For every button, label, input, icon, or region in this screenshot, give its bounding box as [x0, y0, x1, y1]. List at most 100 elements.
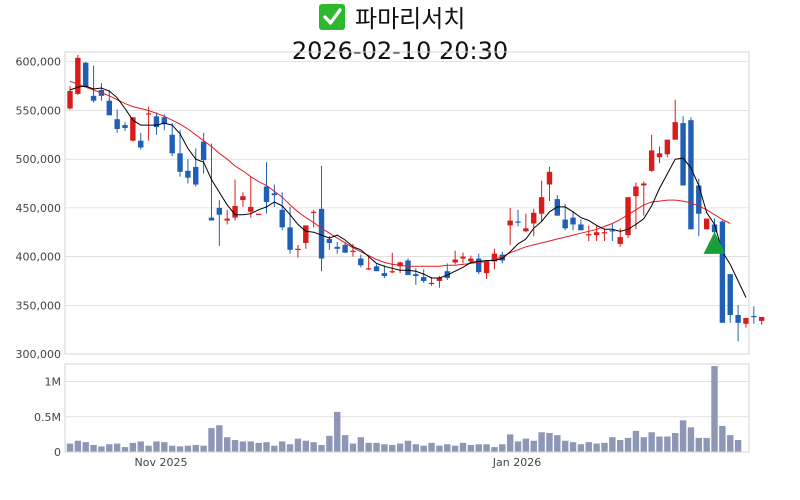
- volume-bar: [341, 435, 349, 452]
- candle-body: [83, 62, 89, 88]
- volume-bar: [357, 437, 365, 452]
- check-mark-icon: [319, 4, 345, 30]
- volume-panel: 1M 0.5M 0: [34, 363, 750, 459]
- volume-bar: [318, 444, 325, 452]
- volume-bars: [66, 366, 742, 452]
- volume-bar: [247, 441, 254, 452]
- volume-bar: [98, 446, 105, 452]
- candle-body: [578, 224, 584, 231]
- candle-body: [719, 221, 726, 323]
- candle-body: [609, 230, 616, 232]
- volume-bar: [326, 435, 333, 452]
- candle-body: [122, 125, 128, 128]
- candle-body: [334, 246, 340, 249]
- candle-body: [751, 316, 757, 318]
- candle-body: [397, 262, 403, 267]
- chart-datetime: 2026-02-10 20:30: [292, 37, 508, 65]
- candle-body: [562, 219, 568, 229]
- candle-body: [279, 209, 285, 228]
- volume-tick-label: 0.5M: [34, 411, 61, 424]
- volume-bar: [554, 435, 561, 452]
- volume-bar: [216, 425, 223, 452]
- volume-bar: [585, 442, 592, 452]
- candle-body: [389, 271, 395, 273]
- candle-body: [680, 123, 686, 186]
- candle-body: [263, 186, 270, 203]
- candle-body: [648, 150, 655, 171]
- candle-body: [452, 259, 458, 263]
- candle-body: [208, 217, 215, 221]
- candle-body: [656, 153, 663, 158]
- candle-body: [373, 266, 380, 272]
- volume-bar: [530, 440, 537, 452]
- candle-body: [499, 254, 505, 261]
- volume-bar: [208, 428, 215, 452]
- volume-bar: [121, 447, 129, 452]
- candle-body: [570, 217, 576, 225]
- volume-bar: [334, 411, 341, 452]
- volume-bar: [412, 444, 420, 452]
- volume-bar: [483, 444, 490, 452]
- candle-body: [67, 90, 73, 109]
- candle-body: [688, 120, 694, 230]
- volume-bar: [365, 442, 372, 452]
- candle-body: [625, 197, 631, 236]
- volume-bar: [475, 444, 482, 452]
- candle-body: [114, 119, 120, 129]
- x-tick-label: Jan 2026: [492, 456, 541, 469]
- candle-body: [350, 250, 356, 252]
- volume-bar: [499, 444, 506, 452]
- candle-body: [295, 248, 301, 250]
- candle-body: [413, 274, 419, 277]
- volume-bar: [672, 432, 679, 452]
- volume-bar: [74, 440, 82, 452]
- candle-body: [476, 258, 482, 273]
- candle-body: [358, 258, 364, 266]
- volume-bar: [310, 442, 317, 452]
- volume-bar: [82, 442, 89, 452]
- moving-average-long-line: [69, 80, 731, 267]
- candle-body: [507, 220, 513, 226]
- volume-bar: [373, 442, 380, 452]
- y-tick-label: 400,000: [16, 251, 62, 264]
- candle-body: [483, 261, 490, 274]
- volume-bar: [239, 441, 247, 452]
- candle-body: [468, 258, 474, 262]
- volume-bar: [451, 445, 459, 452]
- volume-bar: [145, 445, 152, 452]
- volume-bar: [168, 445, 176, 452]
- volume-bar: [695, 437, 702, 452]
- candlesticks: [67, 54, 765, 342]
- candle-body: [727, 274, 733, 316]
- price-gridlines: [65, 61, 749, 355]
- x-tick-label: Nov 2025: [135, 456, 188, 469]
- candle-body: [138, 140, 144, 148]
- volume-tick-label: 1M: [45, 376, 62, 389]
- candle-body: [523, 228, 529, 232]
- volume-bar: [679, 420, 687, 452]
- candle-body: [711, 224, 718, 233]
- volume-bar: [648, 432, 655, 452]
- candle-body: [586, 234, 592, 236]
- volume-bar: [514, 441, 522, 452]
- candle-body: [460, 256, 466, 259]
- volume-bar: [444, 444, 451, 452]
- candle-body: [735, 315, 741, 323]
- volume-bar: [711, 366, 718, 452]
- volume-bar: [255, 442, 262, 452]
- candle-body: [271, 193, 278, 196]
- chart-header: 파마리서치 2026-02-10 20:30: [292, 4, 508, 65]
- candle-body: [145, 113, 152, 115]
- candle-body: [491, 253, 498, 262]
- signal-markers: [703, 231, 726, 254]
- candle-body: [169, 134, 175, 154]
- moving-averages: [69, 80, 747, 298]
- volume-bar: [577, 444, 585, 452]
- candle-body: [130, 117, 136, 141]
- y-tick-label: 600,000: [16, 56, 62, 69]
- candle-body: [75, 57, 81, 94]
- candle-body: [531, 212, 537, 224]
- volume-bar: [703, 437, 710, 452]
- candle-body: [326, 239, 333, 243]
- volume-bar: [349, 443, 357, 452]
